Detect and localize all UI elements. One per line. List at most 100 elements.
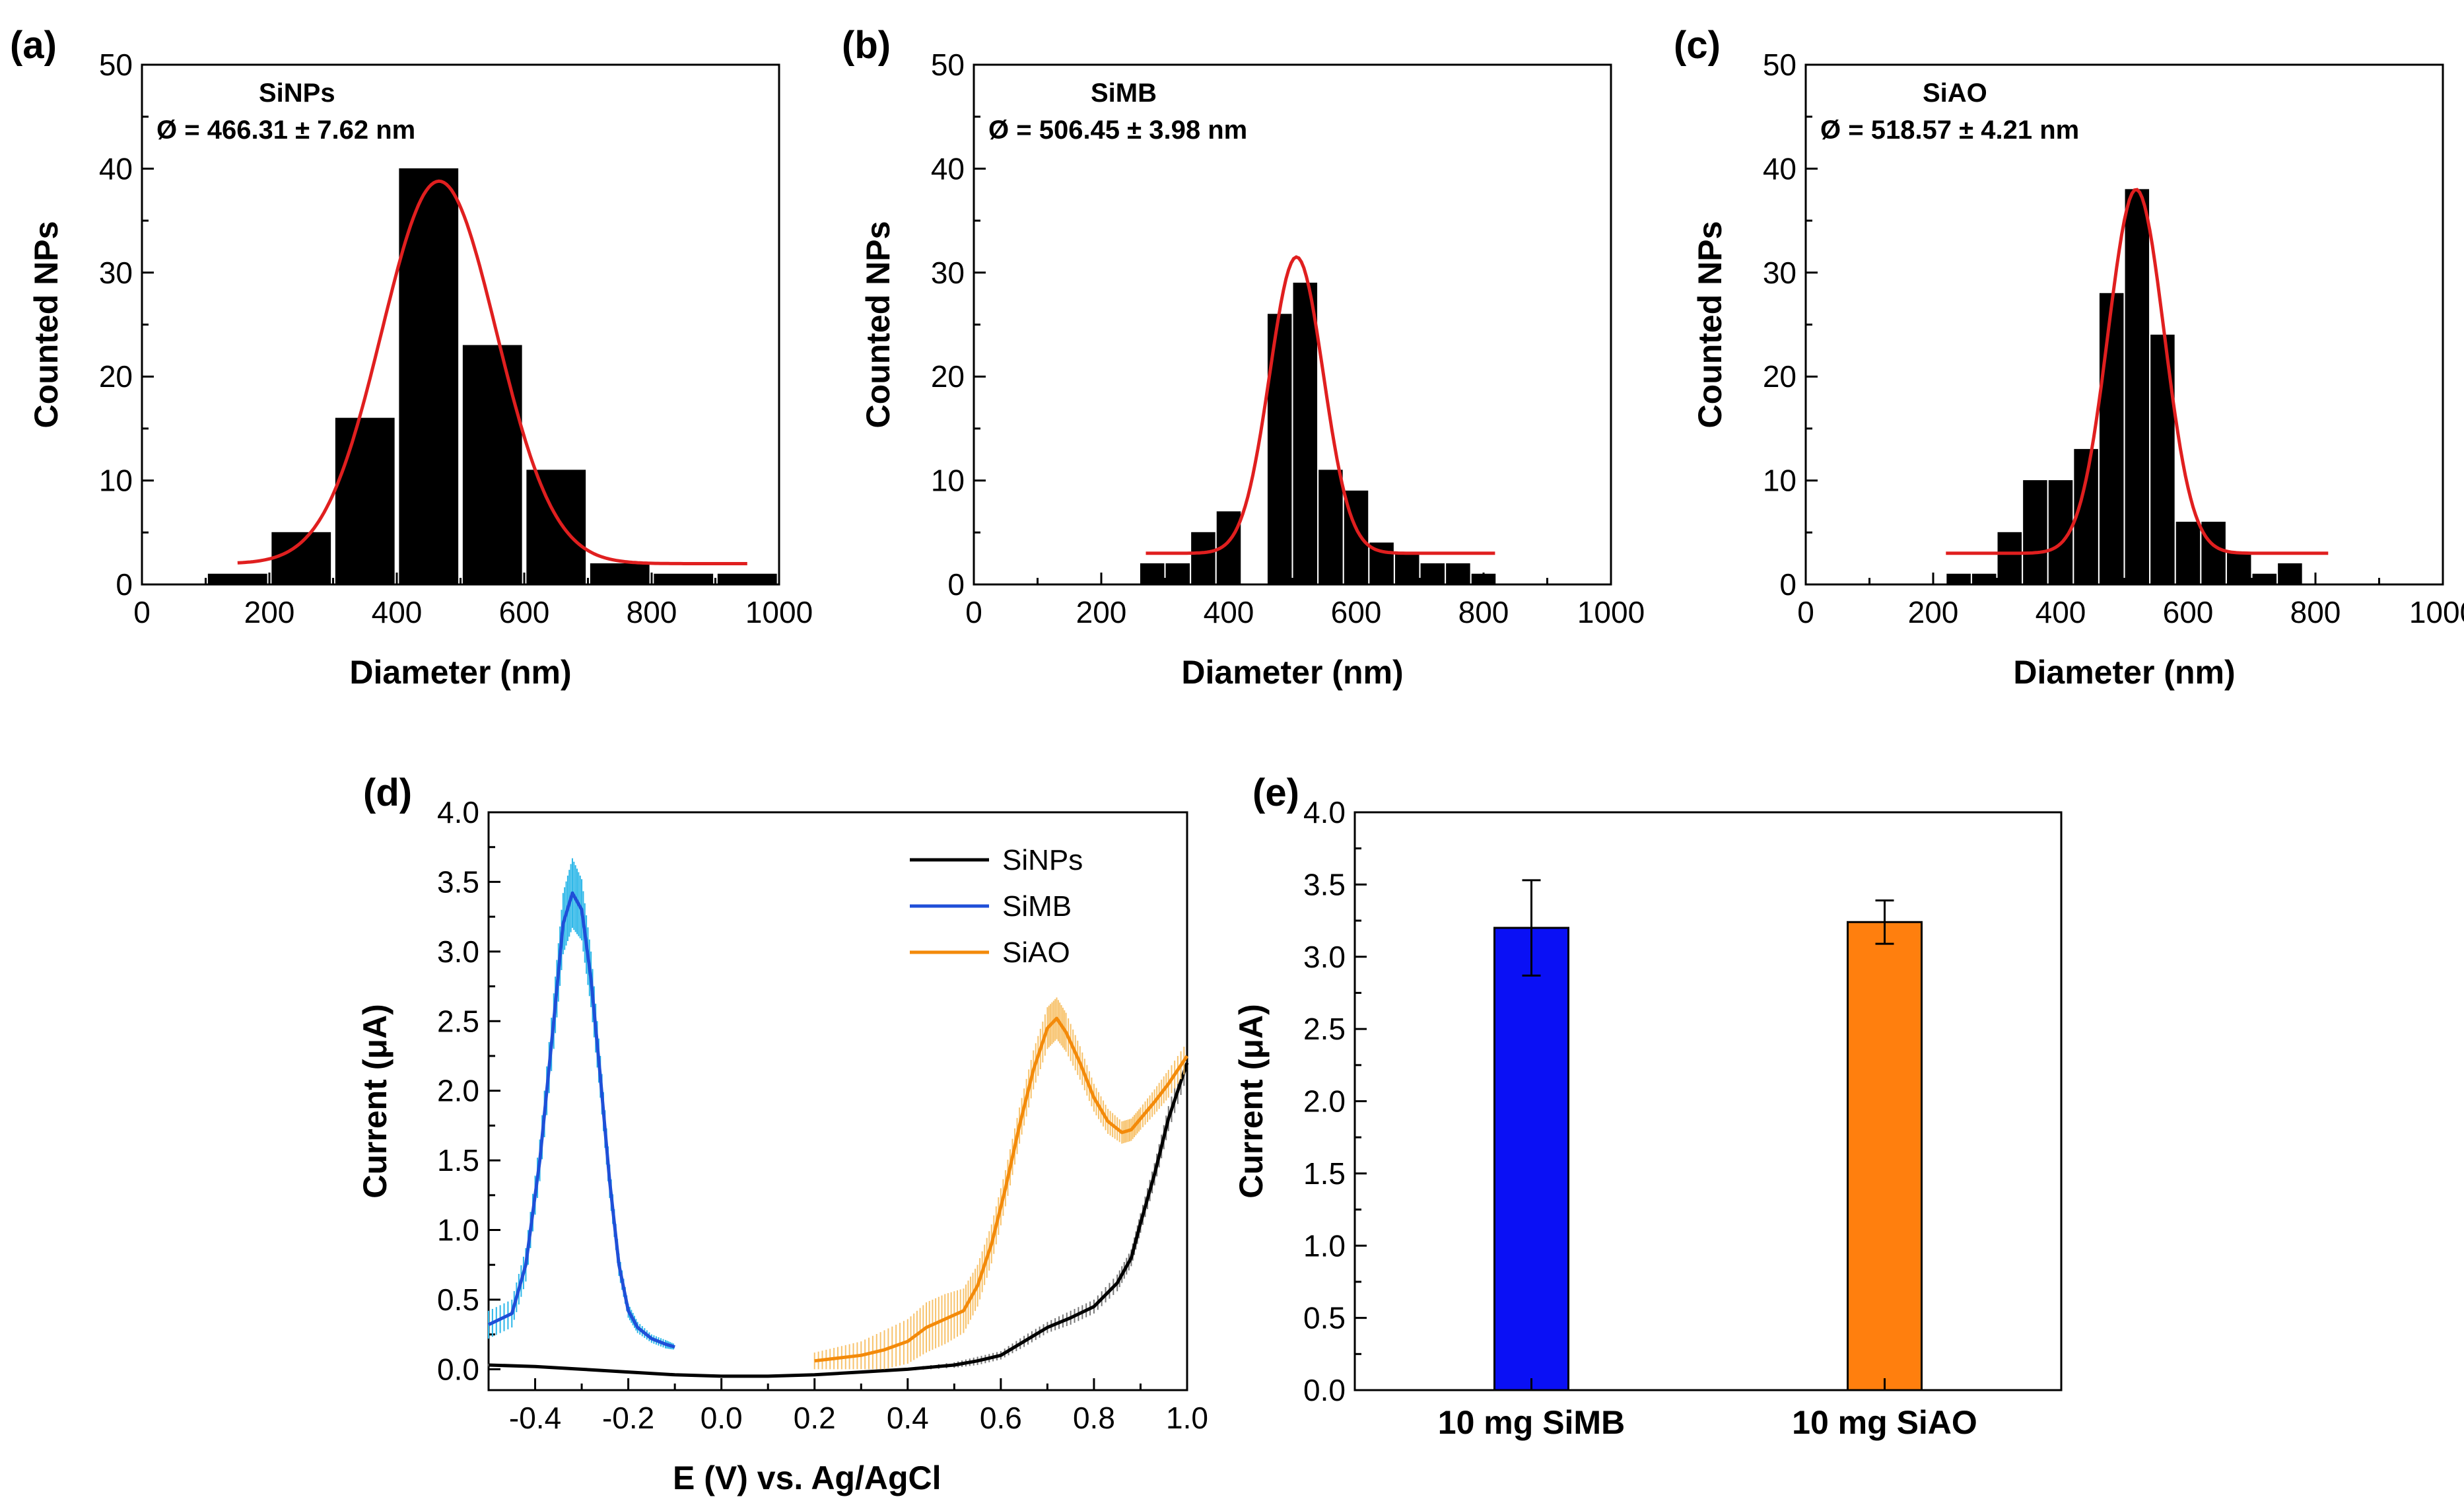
histogram-bar (717, 573, 777, 585)
histogram-bar (1420, 563, 1445, 585)
y-tick-label: 20 (99, 359, 133, 394)
histogram-bar (2175, 522, 2201, 585)
sample-name: SiAO (1923, 79, 1987, 108)
y-tick-label: 2.5 (437, 1004, 479, 1038)
mean-diameter: Ø = 518.57 ± 4.21 nm (1820, 116, 2079, 145)
y-tick-label: 30 (99, 256, 133, 290)
histogram-bar (1165, 563, 1190, 585)
plot-frame (487, 811, 1188, 1391)
histogram-bar (1997, 532, 2022, 585)
y-tick-label: 3.0 (1303, 940, 1346, 974)
x-tick-label: 400 (1204, 595, 1254, 629)
y-tick-label: 50 (1763, 48, 1797, 82)
panel-e-bar-chart: 0.0 0.5 1.0 1.5 2.0 2.5 3.0 3.5 4.0 10 mg SiMB 10 … (1233, 771, 2063, 1441)
histogram-bar (1471, 573, 1496, 585)
y-tick-label: 0 (947, 567, 965, 602)
histogram-bar (1971, 573, 1997, 585)
histogram-bar (2023, 480, 2047, 585)
legend-label: SiAO (1002, 936, 1070, 969)
histogram-bar (2074, 448, 2098, 585)
y-tick-label: 10 (1763, 464, 1797, 498)
sample-name: SiMB (1091, 79, 1157, 108)
panel-label: (a) (10, 24, 57, 67)
y-tick-label: 0 (116, 567, 133, 602)
x-tick-label: 800 (627, 595, 677, 629)
x-tick-label: -0.2 (602, 1401, 654, 1435)
histogram-bar (1293, 283, 1318, 585)
y-tick-label: 2.0 (437, 1074, 479, 1108)
x-axis-title: E (V) vs. Ag/AgCl (673, 1459, 941, 1496)
plot-frame (1353, 811, 2063, 1391)
x-tick-label: 0.4 (887, 1401, 929, 1435)
x-tick-label: 200 (244, 595, 295, 629)
y-tick-label: 3.0 (437, 934, 479, 969)
mean-diameter: Ø = 466.31 ± 7.62 nm (156, 116, 415, 145)
category-label: 10 mg SiMB (1438, 1404, 1625, 1441)
legend-label: SiMB (1002, 890, 1072, 923)
x-tick-label: 0.2 (794, 1401, 836, 1435)
y-tick-label: 1.5 (1303, 1156, 1346, 1191)
y-tick-label: 40 (99, 151, 133, 186)
bar (1493, 927, 1569, 1391)
y-tick-label: 0.0 (437, 1352, 479, 1386)
histogram-bar (207, 573, 267, 585)
x-tick-label: 400 (2036, 595, 2086, 629)
x-tick-label: 800 (1458, 595, 1509, 629)
y-tick-label: 2.5 (1303, 1012, 1346, 1046)
histogram-bar (2201, 522, 2226, 585)
histogram-bar (1446, 563, 1470, 585)
y-tick-label: 0 (1779, 567, 1797, 602)
sample-name: SiNPs (259, 79, 335, 108)
histogram-bar (2278, 563, 2302, 585)
gaussian-fit-line (237, 179, 747, 565)
histogram-bar (2226, 553, 2251, 585)
x-tick-label: 1000 (745, 595, 813, 629)
y-axis-title: Counted NPs (1692, 221, 1728, 429)
panel-c-histogram: 0 10 20 30 40 50 0 200 400 600 800 1000 (c) SiAO Ø = 5… (1674, 24, 2464, 691)
y-tick-label: 10 (99, 464, 133, 498)
histogram-bar (526, 470, 586, 585)
y-axis-title: Counted NPs (28, 221, 65, 429)
y-tick-label: 50 (931, 48, 965, 82)
panel-label: (b) (842, 24, 891, 67)
y-tick-label: 3.5 (1303, 867, 1346, 901)
histogram-bar (335, 417, 395, 585)
y-axis-title: Current (μA) (357, 1004, 394, 1198)
y-tick-label: 4.0 (1303, 795, 1346, 829)
mean-diameter: Ø = 506.45 ± 3.98 nm (988, 116, 1247, 145)
histogram-bar (462, 345, 522, 585)
histogram-bar (2125, 189, 2150, 585)
panel-label: (e) (1252, 771, 1299, 814)
y-tick-label: 30 (1763, 256, 1797, 290)
panel-a-histogram: 0 10 20 30 40 50 0 200 400 600 800 1000 (a) SiNPs Ø = … (10, 24, 813, 691)
y-tick-label: 1.5 (437, 1143, 479, 1177)
x-tick-label: 0.8 (1073, 1401, 1115, 1435)
y-tick-label: 1.0 (437, 1213, 479, 1247)
histogram-bar (399, 168, 459, 585)
histogram-bar (1191, 532, 1215, 585)
x-tick-label: 0 (133, 595, 151, 629)
y-tick-label: 10 (931, 464, 965, 498)
series-line-siao (814, 1016, 1189, 1363)
histogram-bar (1394, 553, 1420, 585)
histogram-bar (1140, 563, 1165, 585)
histogram-bar (1318, 470, 1343, 585)
x-tick-label: 0.6 (980, 1401, 1022, 1435)
y-tick-label: 0.5 (1303, 1301, 1346, 1335)
x-tick-label: 1000 (2409, 595, 2464, 629)
gaussian-fit-line (1146, 255, 1495, 555)
histogram-bar (2252, 573, 2277, 585)
y-tick-label: 4.0 (437, 795, 479, 829)
y-tick-label: 20 (1763, 359, 1797, 394)
x-tick-label: 0 (1797, 595, 1814, 629)
y-tick-label: 40 (1763, 151, 1797, 186)
x-tick-label: 0.0 (701, 1401, 743, 1435)
y-axis-title: Current (μA) (1233, 1004, 1270, 1198)
x-tick-label: 800 (2290, 595, 2341, 629)
x-tick-label: 200 (1908, 595, 1959, 629)
panel-b-histogram: 0 10 20 30 40 50 0 200 400 600 800 1000 (b) SiMB Ø = 5… (842, 24, 1645, 691)
panel-d-voltammogram: 0.0 0.5 1.0 1.5 2.0 2.5 3.0 3.5 4.0 -0.4 -0.2 0.0 0.… (357, 771, 1208, 1496)
bar (1847, 921, 1923, 1391)
y-tick-label: 20 (931, 359, 965, 394)
